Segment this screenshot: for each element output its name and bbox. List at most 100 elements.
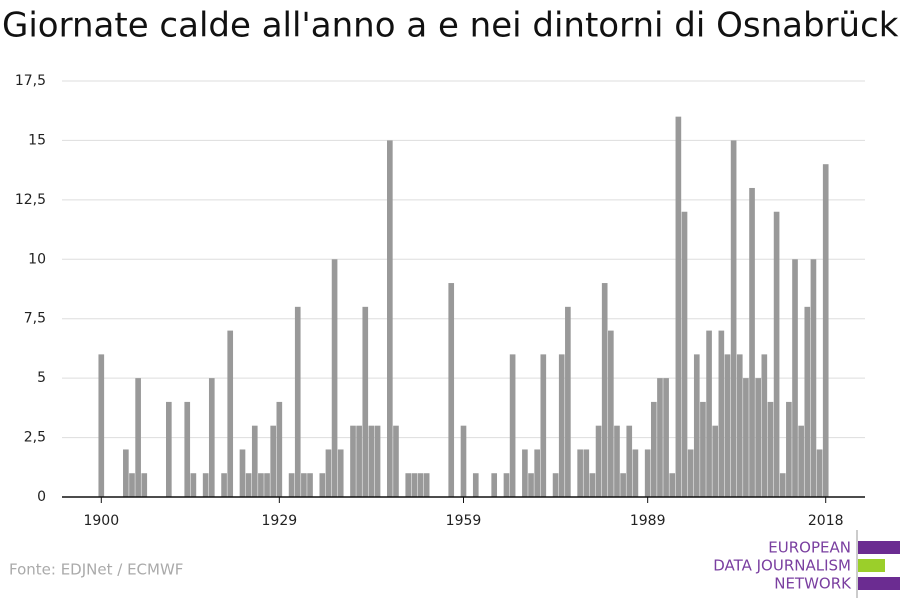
bar [258,473,264,497]
bar [276,401,283,497]
bar [736,354,743,497]
bar [307,473,313,497]
bar [712,425,719,497]
bar [620,473,626,497]
bar [650,401,657,497]
y-tick-label: 15 [28,132,46,148]
bar [706,330,712,497]
bar [552,473,559,497]
bar [724,354,731,497]
bar [221,473,227,497]
bar [251,425,258,497]
bar [663,378,669,497]
bar [270,425,277,497]
bar [423,473,430,497]
bar [337,449,344,497]
bar [356,425,362,497]
bar [129,473,135,497]
logo-text: EUROPEAN [768,539,851,557]
bar [472,473,479,497]
bar [626,425,633,497]
logo-text: NETWORK [774,575,852,593]
bar [227,330,234,497]
bar [362,306,369,497]
bar [288,473,295,497]
y-tick-label: 0 [37,489,46,505]
bar [522,449,528,497]
y-tick-label: 10 [28,251,46,267]
y-tick-label: 12,5 [15,192,46,208]
bar [816,449,823,497]
x-tick-label: 1959 [446,513,482,529]
bar [405,473,412,497]
bar [657,378,663,497]
bar [577,449,583,497]
bar [693,354,700,497]
bar [387,140,393,497]
bar [749,187,755,497]
bar [245,473,252,497]
bar [374,425,381,497]
bar [165,401,172,497]
bar [675,116,682,498]
y-tick-label: 5 [37,370,46,386]
bar [743,378,749,497]
bar [411,473,418,497]
x-tick-label: 1989 [630,513,666,529]
bar [632,449,639,497]
bar [804,306,811,497]
bar [773,211,780,497]
bar [184,401,191,497]
bar [331,259,338,497]
bar [767,401,774,497]
x-tick-label: 1900 [83,513,119,529]
bar [350,425,356,497]
bar [614,425,620,497]
bar [98,354,105,497]
bar [503,473,510,497]
y-tick-label: 17,5 [15,73,46,89]
bar [755,378,762,497]
bar [417,473,424,497]
bar [792,259,798,497]
bar [786,401,792,497]
bar [509,354,516,497]
bar [558,354,565,497]
bar [534,449,540,497]
bar [810,259,817,497]
bar [301,473,307,497]
bar [190,473,197,497]
bar [325,449,332,497]
bar [540,354,547,497]
bar [583,449,590,497]
bar [491,473,498,497]
bar [779,473,786,497]
bar [687,449,694,497]
bar [123,449,129,497]
logo-bar [858,559,885,572]
bar [681,211,688,497]
bar [601,283,608,497]
y-tick-label: 2,5 [24,430,46,446]
x-tick-label: 1929 [262,513,298,529]
bar [761,354,768,497]
source: Fonte: EDJNet / ECMWF [9,561,183,579]
bar [448,283,455,497]
bar [294,306,301,497]
bar [239,449,246,497]
bar [608,330,614,497]
bar [565,306,571,497]
logo-text: DATA JOURNALISM [713,557,851,575]
bar [264,473,270,497]
x-tick-label: 2018 [808,513,844,529]
bar [798,425,804,497]
bar [141,473,148,497]
bar [595,425,602,497]
bar [135,378,141,497]
bar [208,378,215,497]
bar [528,473,534,497]
bar [589,473,596,497]
chart-title: Giornate calde all'anno a e nei dintorni… [2,6,899,46]
bar [393,425,399,497]
